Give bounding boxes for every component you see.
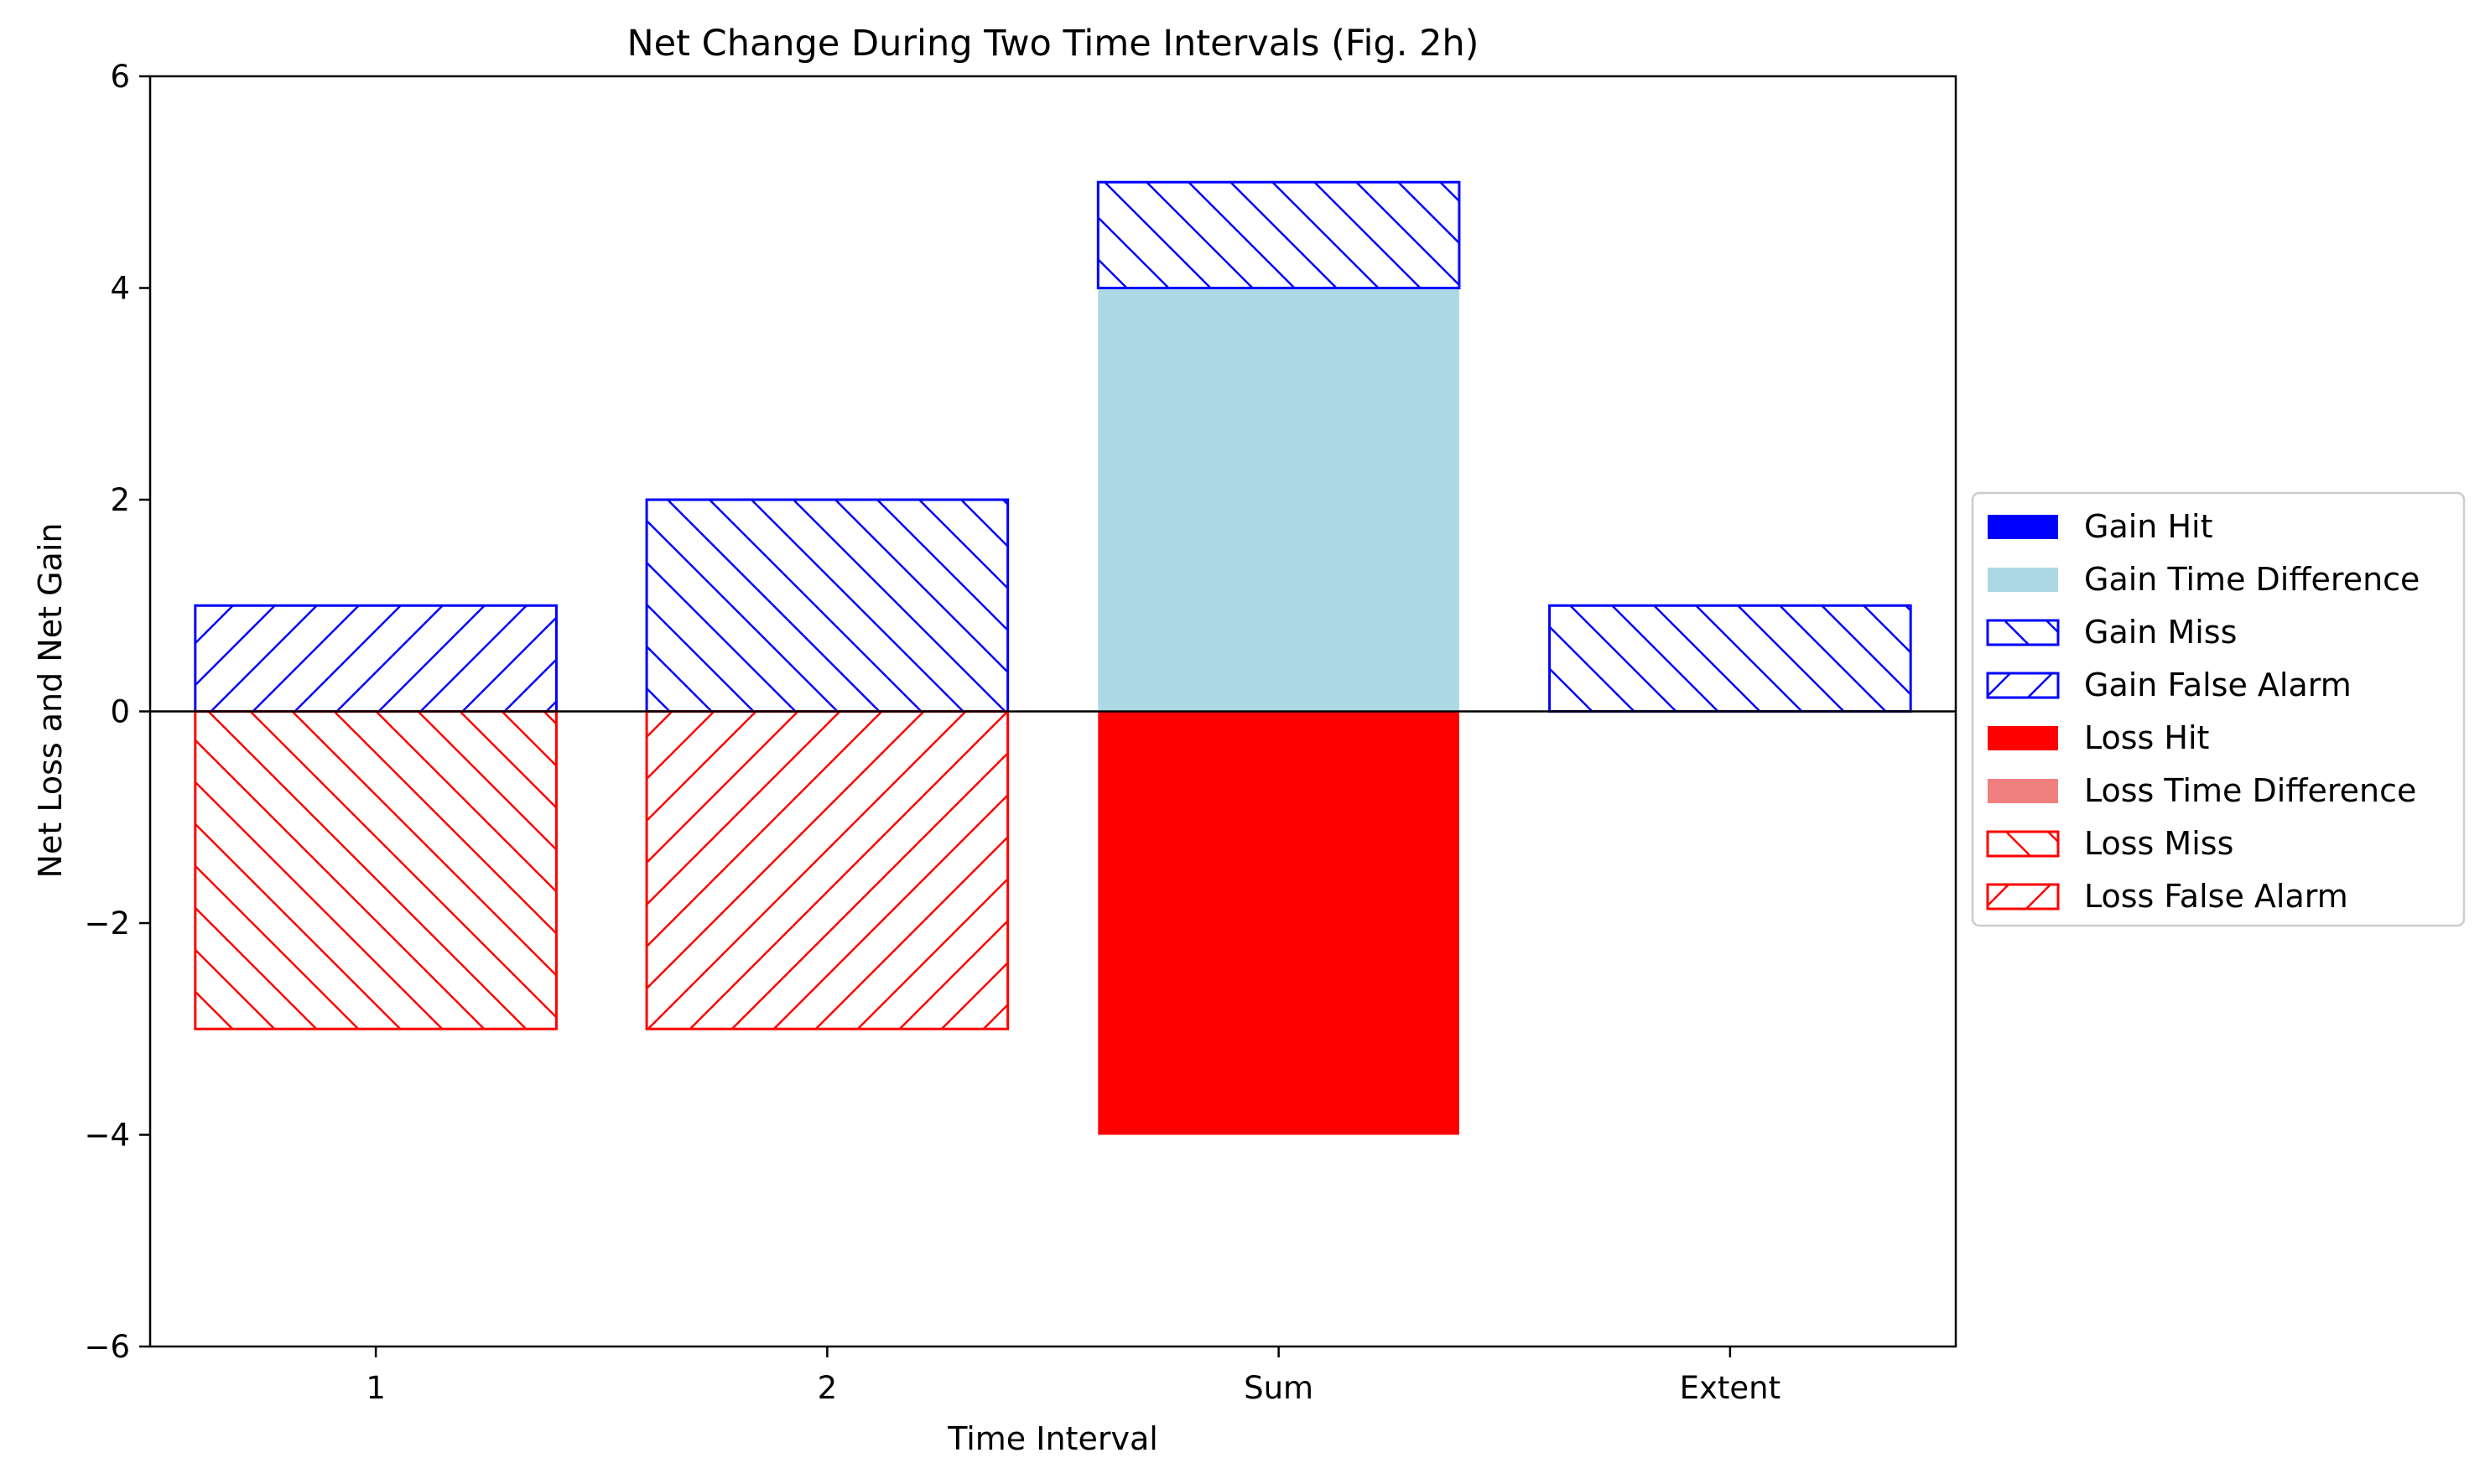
bar-gain-miss-2 <box>645 498 1010 713</box>
legend-swatch <box>1988 515 2058 539</box>
bar-gain-time-difference-sum <box>1098 288 1459 712</box>
legend-swatch <box>1986 672 2060 699</box>
legend-swatch <box>1988 726 2058 750</box>
legend-frame <box>1971 491 2466 927</box>
legend-label: Gain Hit <box>2084 508 2212 545</box>
x-axis-label: Time Interval <box>947 1420 1158 1457</box>
legend-item: Loss Miss <box>1986 825 2233 862</box>
y-tick-label: −4 <box>84 1118 130 1154</box>
x-tick-label: 1 <box>366 1370 386 1406</box>
legend-item: Gain False Alarm <box>1986 667 2352 703</box>
legend-swatch <box>1986 883 2060 911</box>
y-tick-label: 0 <box>110 694 130 730</box>
legend-label: Loss False Alarm <box>2084 878 2348 915</box>
x-tick-label: Extent <box>1680 1370 1781 1406</box>
chart-title: Net Change During Two Time Intervals (Fi… <box>627 23 1479 65</box>
legend-swatch <box>1988 568 2058 592</box>
legend-label: Loss Miss <box>2084 825 2233 862</box>
legend-label: Gain Miss <box>2084 614 2237 651</box>
legend-item: Gain Time Difference <box>1988 561 2420 598</box>
legend-label: Loss Time Difference <box>2084 772 2416 809</box>
y-tick-label: 2 <box>110 482 130 518</box>
bar-loss-false-alarm-2 <box>645 710 1010 1030</box>
y-tick-label: 4 <box>110 271 130 307</box>
legend-swatch <box>1988 779 2058 803</box>
legend-label: Gain False Alarm <box>2084 667 2352 703</box>
legend-swatch <box>1986 619 2060 646</box>
legend-item: Gain Hit <box>1988 508 2212 545</box>
y-tick-label: −6 <box>84 1329 130 1365</box>
legend-label: Gain Time Difference <box>2084 561 2420 598</box>
bar-gain-false-alarm-1 <box>194 604 558 713</box>
bar-gain-miss-sum <box>1096 180 1461 289</box>
legend-label: Loss Hit <box>2084 719 2209 756</box>
bars-layer <box>194 180 1912 1135</box>
x-tick-label: 2 <box>818 1370 838 1406</box>
legend-item: Loss Time Difference <box>1988 772 2416 809</box>
x-tick-label: Sum <box>1244 1370 1313 1406</box>
bar-loss-miss-1 <box>194 710 558 1030</box>
y-tick-label: −2 <box>84 905 130 942</box>
bar-gain-miss-extent <box>1548 604 1912 713</box>
legend-item: Loss False Alarm <box>1986 878 2348 915</box>
legend-item: Gain Miss <box>1986 614 2237 651</box>
legend-swatch <box>1986 830 2060 858</box>
bar-loss-hit-sum <box>1098 711 1459 1135</box>
y-axis: −6 −4 −2 0 2 4 6 <box>84 59 150 1365</box>
legend: Gain Hit Gain Time Difference Gain Miss Gai… <box>1971 491 2466 927</box>
y-axis-label: Net Loss and Net Gain <box>32 523 69 879</box>
y-tick-label: 6 <box>110 59 130 95</box>
x-axis: 1 2 Sum Extent <box>366 1346 1780 1406</box>
legend-item: Loss Hit <box>1988 719 2209 756</box>
